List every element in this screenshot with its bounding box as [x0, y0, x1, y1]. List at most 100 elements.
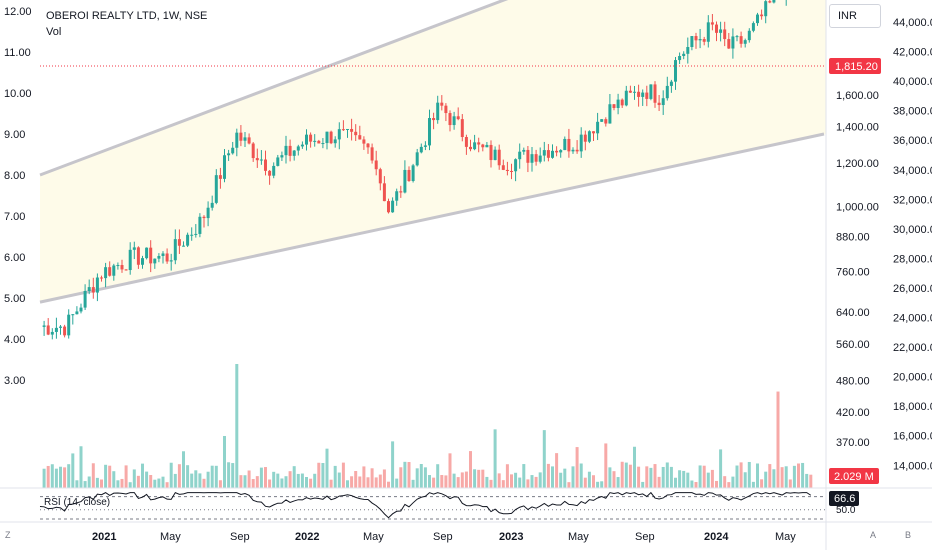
volume-bar: [669, 466, 673, 488]
x-axis-tick: May: [568, 531, 589, 543]
candle-body: [370, 147, 374, 161]
channel-upper-line: [39, 0, 509, 177]
rsi-mid-label: 50.0: [836, 505, 856, 516]
candle-body: [128, 249, 132, 271]
volume-bar: [678, 470, 682, 488]
candle-body: [91, 287, 95, 293]
volume-bar: [411, 479, 415, 488]
volume-bar: [259, 467, 263, 488]
candle-body: [378, 169, 382, 184]
volume-bar: [571, 466, 575, 488]
candle-body: [735, 36, 739, 38]
volume-bar: [358, 476, 362, 488]
candle-body: [309, 134, 313, 142]
candle-body: [124, 269, 128, 271]
volume-bar: [633, 446, 636, 488]
candle-body: [546, 150, 550, 158]
volume-bar: [440, 475, 444, 488]
candle-body: [243, 137, 247, 141]
right-axis-tick: 18,000.00: [893, 401, 932, 413]
chart-title: OBEROI REALTY LTD, 1W, NSE: [46, 10, 208, 22]
volume-bar: [538, 472, 542, 488]
candle-body: [210, 202, 214, 208]
volume-bar: [206, 471, 210, 488]
volume-bar: [501, 480, 505, 488]
x-axis-tick: 2024: [704, 531, 729, 543]
candle-body: [239, 132, 243, 141]
candle-body: [723, 29, 727, 40]
volume-bar: [202, 478, 206, 488]
left-axis-tick: 7.00: [4, 211, 25, 223]
candle-body: [563, 138, 567, 151]
x-axis-tick: May: [363, 531, 384, 543]
candle-body: [83, 290, 87, 308]
volume-bar: [481, 469, 485, 488]
log-scale-button[interactable]: B: [905, 530, 912, 540]
right-axis-tick: 34,000.00: [893, 165, 932, 177]
candle-body: [542, 150, 546, 156]
candle-body: [473, 142, 477, 150]
right-axis-tick: 20,000.00: [893, 372, 932, 384]
candle-body: [596, 121, 600, 134]
volume-bar: [95, 477, 99, 488]
volume-bar: [243, 475, 247, 488]
volume-bar: [391, 441, 395, 488]
volume-bar: [67, 464, 71, 488]
candle-body: [325, 131, 329, 144]
volume-bar: [120, 478, 124, 488]
volume-bar: [403, 461, 407, 488]
candle-body: [522, 149, 526, 152]
candle-body: [247, 137, 251, 144]
left-axis-tick: 11.00: [4, 47, 31, 59]
volume-bar: [534, 476, 538, 488]
volume-bar: [764, 471, 768, 488]
rsi-value-badge: [829, 491, 859, 506]
candle-body: [235, 132, 239, 148]
zoom-button[interactable]: Z: [5, 530, 11, 540]
volume-bar: [497, 473, 501, 488]
price-channel: [39, 0, 826, 304]
auto-scale-button[interactable]: A: [870, 530, 877, 540]
volume-bar: [264, 467, 267, 488]
volume-bar: [251, 479, 255, 488]
candle-body: [743, 40, 747, 44]
volume-bar: [415, 468, 419, 488]
volume-bar: [46, 465, 50, 488]
volume-bar: [628, 464, 632, 488]
candle-body: [538, 155, 542, 162]
volume-bar: [91, 463, 95, 488]
candle-body: [653, 84, 657, 103]
volume-bar: [235, 364, 239, 488]
candle-body: [772, 0, 776, 3]
candle-body: [161, 253, 165, 256]
candle-body: [612, 104, 616, 108]
candle-body: [149, 247, 153, 264]
volume-bar: [300, 473, 304, 488]
right-axis-tick: 40,000.00: [893, 76, 932, 88]
candle-body: [727, 39, 731, 49]
candle-body: [366, 143, 370, 148]
candle-body: [624, 90, 628, 106]
candle-body: [145, 247, 149, 259]
price-axis-tick: 1,600.00: [836, 90, 879, 102]
rsi-pane: RSI (14, close) 66.650.0: [39, 491, 859, 520]
candle-body: [719, 29, 723, 33]
candle-body: [551, 150, 554, 158]
x-axis-tick: Sep: [635, 531, 655, 543]
candle-body: [600, 119, 604, 122]
volume-bar: [551, 466, 554, 488]
volume-bar: [370, 468, 374, 488]
volume-bar: [710, 469, 714, 488]
candle-body: [186, 234, 190, 246]
volume-bars: [42, 364, 813, 488]
volume-bar: [382, 469, 386, 488]
volume-bar: [296, 473, 300, 488]
candle-body: [374, 160, 378, 170]
currency-button[interactable]: INR: [829, 4, 881, 28]
volume-bar: [50, 464, 54, 488]
candle-body: [251, 143, 255, 159]
volume-bar: [329, 479, 333, 488]
volume-bar: [682, 470, 686, 488]
